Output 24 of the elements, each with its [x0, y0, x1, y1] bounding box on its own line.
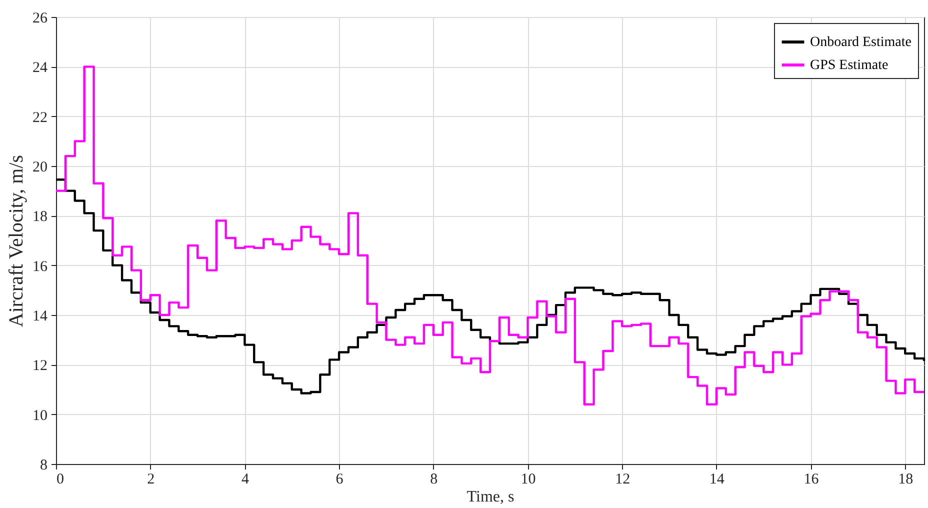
y-tick-label: 18: [32, 209, 48, 226]
y-tick-label: 8: [40, 458, 48, 474]
x-tick-label: 14: [709, 472, 725, 488]
x-tick-label: 12: [615, 472, 630, 488]
y-tick-label: 16: [32, 258, 48, 275]
x-tick-label: 4: [241, 472, 250, 488]
legend-label: GPS Estimate: [810, 58, 888, 73]
legend-label: Onboard Estimate: [810, 35, 912, 50]
x-tick-label: 8: [430, 472, 438, 488]
y-tick-label: 20: [32, 160, 48, 176]
y-tick-label: 12: [32, 358, 48, 374]
x-tick-label: 0: [56, 472, 64, 488]
x-tick-label: 6: [336, 472, 344, 488]
x-tick-label: 10: [520, 472, 536, 488]
x-tick-label: 18: [898, 472, 914, 488]
y-tick-label: 10: [32, 408, 48, 424]
y-tick-label: 26: [32, 10, 48, 26]
y-tick-label: 14: [32, 308, 48, 324]
y-axis-title: Aircraft Velocity, m/s: [6, 154, 28, 328]
x-tick-label: 16: [804, 472, 820, 488]
x-tick-label: 2: [147, 472, 155, 488]
y-tick-label: 22: [32, 110, 48, 126]
y-tick-label: 24: [32, 60, 48, 76]
x-axis-title: Time, s: [466, 488, 514, 506]
